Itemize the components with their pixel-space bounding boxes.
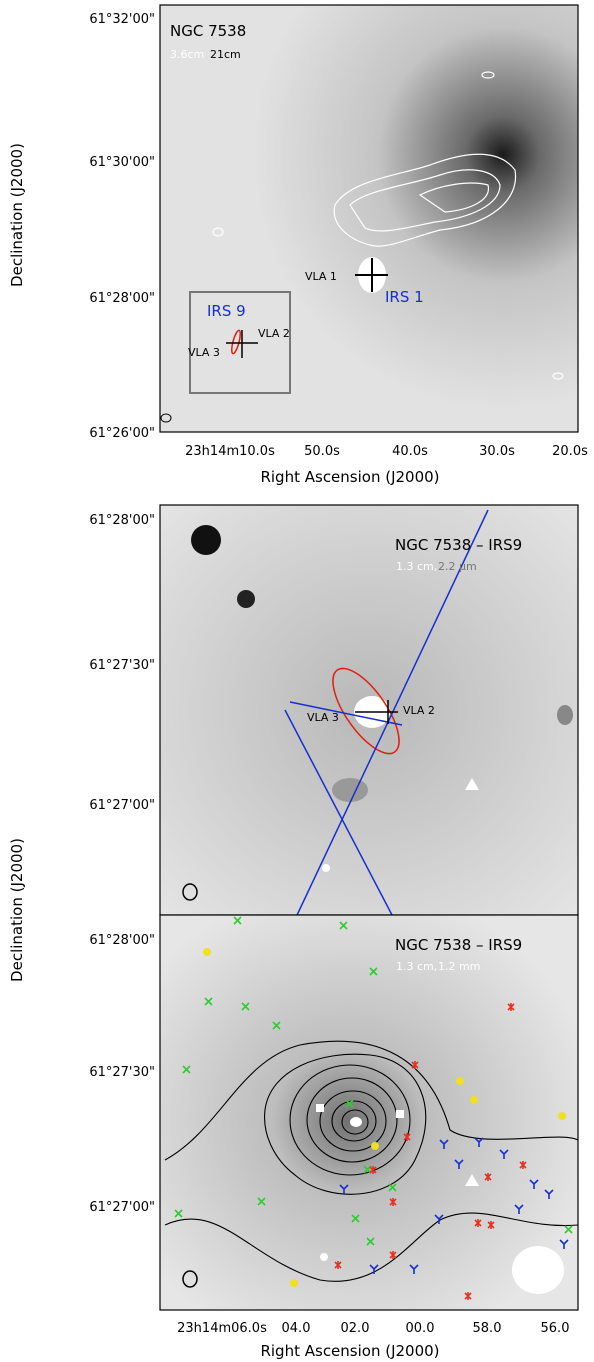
y-axis-label: Declination (J2000) <box>8 143 26 287</box>
y-tick-label: 61°32'00" <box>89 12 155 27</box>
image <box>160 915 578 1310</box>
panel-title: NGC 7538 – IRS9 <box>395 536 522 554</box>
label: VLA 2 <box>258 327 290 340</box>
emission <box>332 778 368 802</box>
image <box>160 5 578 432</box>
legend: 1.2 mm <box>438 960 480 973</box>
y-tick-label: 61°27'00" <box>89 798 155 813</box>
x-tick-label: 40.0s <box>392 444 428 459</box>
dot <box>320 1253 328 1261</box>
label: VLA 3 <box>188 346 220 359</box>
x-tick-label: 00.0 <box>406 1321 435 1336</box>
y-axis-label: Declination (J2000) <box>8 838 26 982</box>
beam <box>512 1246 564 1294</box>
legend: 3.6cm <box>170 48 204 61</box>
legend: 1.3 cm, <box>396 560 437 573</box>
x-tick-label: 20.0s <box>552 444 588 459</box>
panel-3: NGC 7538 – IRS9 1.3 cm, 1.2 mm 61°28'00"… <box>8 838 578 1360</box>
square <box>396 1110 404 1118</box>
y-tick-label: 61°28'00" <box>89 933 155 948</box>
label: VLA 3 <box>307 711 339 724</box>
panel-1: NGC 7538 3.6cm 21cm VLA 1 IRS 1 IRS 9 VL… <box>8 5 588 486</box>
x-tick-label: 50.0s <box>304 444 340 459</box>
legend: 2.2 μm <box>438 560 477 573</box>
x-axis-label: Right Ascension (J2000) <box>260 468 439 486</box>
label: IRS 9 <box>207 302 246 320</box>
figure: NGC 7538 3.6cm 21cm VLA 1 IRS 1 IRS 9 VL… <box>0 0 594 1362</box>
panel-2: NGC 7538 – IRS9 1.3 cm, 2.2 μm VLA 3 VLA… <box>89 505 578 930</box>
panel-title: NGC 7538 <box>170 22 246 40</box>
y-tick-label: 61°28'00" <box>89 291 155 306</box>
y-tick-label: 61°30'00" <box>89 155 155 170</box>
y-tick-label: 61°27'30" <box>89 1065 155 1080</box>
x-tick-label: 02.0 <box>341 1321 370 1336</box>
x-axis-label: Right Ascension (J2000) <box>260 1342 439 1360</box>
x-tick-label: 23h14m06.0s <box>177 1321 267 1336</box>
emission <box>557 705 573 725</box>
legend: 1.3 cm, <box>396 960 437 973</box>
x-tick-label: 04.0 <box>282 1321 311 1336</box>
x-tick-label: 23h14m10.0s <box>185 444 275 459</box>
panel-title: NGC 7538 – IRS9 <box>395 936 522 954</box>
y-tick-label: 61°26'00" <box>89 426 155 441</box>
label: VLA 1 <box>305 270 337 283</box>
square <box>316 1104 324 1112</box>
x-tick-label: 30.0s <box>479 444 515 459</box>
legend: 21cm <box>210 48 241 61</box>
x-tick-label: 56.0 <box>541 1321 570 1336</box>
y-tick-label: 61°27'00" <box>89 1200 155 1215</box>
source <box>350 1117 362 1127</box>
x-tick-label: 58.0 <box>473 1321 502 1336</box>
star <box>237 590 255 608</box>
dot <box>322 864 330 872</box>
label: VLA 2 <box>403 704 435 717</box>
y-tick-label: 61°27'30" <box>89 658 155 673</box>
label: IRS 1 <box>385 288 424 306</box>
y-tick-label: 61°28'00" <box>89 513 155 528</box>
star <box>191 525 221 555</box>
